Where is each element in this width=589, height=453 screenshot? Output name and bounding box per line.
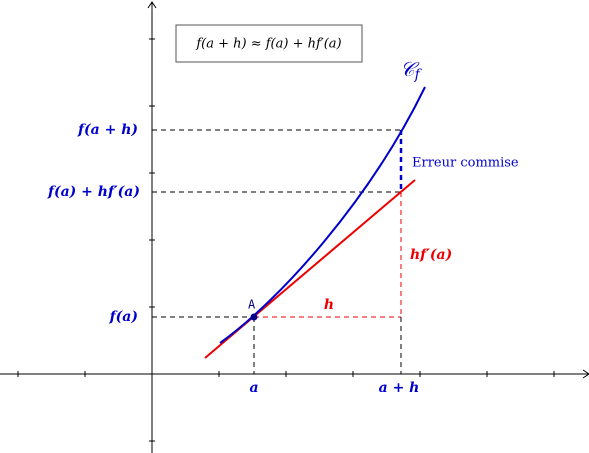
- formula: f(a + h) ≈ f(a) + hf′(a): [195, 37, 341, 52]
- y-label: f(a) + hf′(a): [47, 184, 140, 200]
- y-label: f(a + h): [77, 122, 138, 138]
- h-label: h: [324, 297, 334, 313]
- x-label: a + h: [379, 380, 420, 396]
- curve-label: 𝒞f: [400, 57, 423, 84]
- x-label: a: [249, 380, 258, 396]
- curve: [219, 86, 426, 344]
- y-label: f(a): [109, 309, 138, 325]
- point-a: [250, 313, 258, 321]
- curve-subscript: f: [414, 67, 423, 83]
- guides: [152, 129, 403, 374]
- axis-arrows: [147, 1, 589, 379]
- formula-box: [175, 24, 363, 63]
- error-label: Erreur commise: [412, 156, 519, 171]
- point-label: A: [248, 298, 256, 312]
- increment-label: hf′(a): [410, 247, 452, 263]
- ticks: [17, 38, 555, 442]
